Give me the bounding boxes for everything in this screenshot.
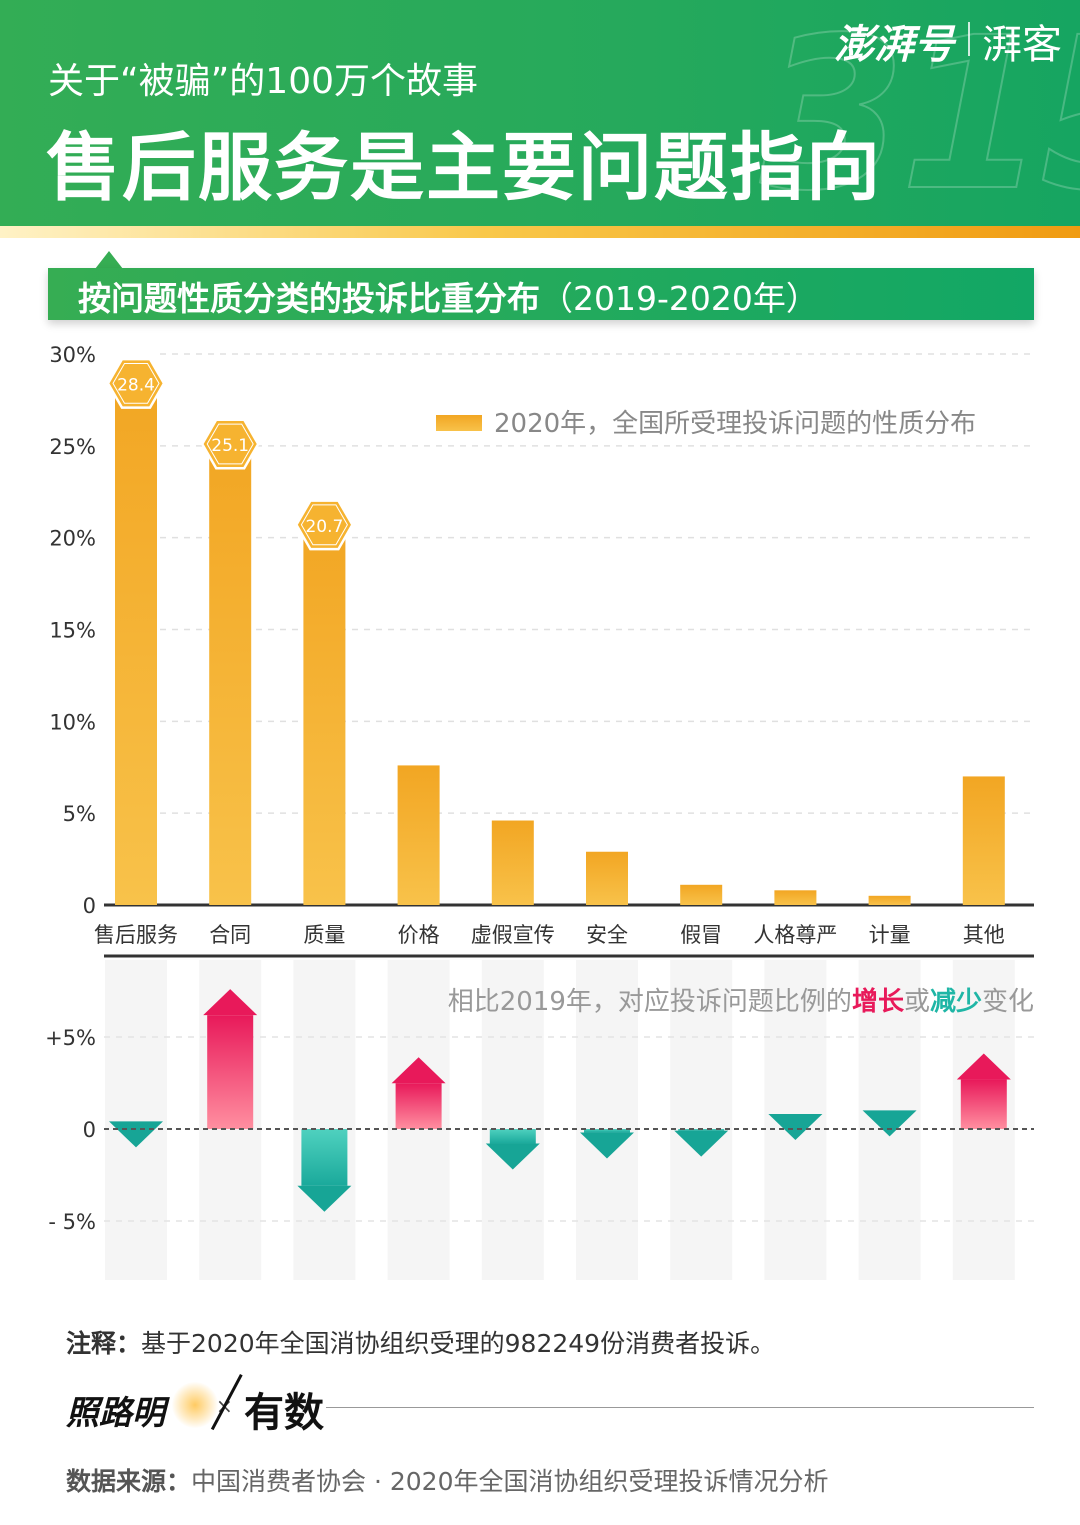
increase-arrowhead (956, 1053, 1011, 1080)
category-label: 售后服务 (94, 923, 178, 947)
y-tick-label-bottom: +5% (45, 1026, 96, 1050)
brand-glow (172, 1382, 218, 1428)
page-subtitle: 关于“被骗”的100万个故事 (48, 61, 479, 102)
decrease-bar (584, 1129, 630, 1133)
data-label-badge (200, 418, 260, 470)
category-label: 合同 (209, 923, 251, 947)
logo-divider (968, 22, 970, 56)
column-band (105, 960, 167, 1280)
category-label: 价格 (398, 923, 440, 947)
change-chart-title-part: 增长 (852, 986, 905, 1017)
category-label: 其他 (963, 923, 1005, 947)
footnote: 注释：基于2020年全国消协组织受理的982249份消费者投诉。 (66, 1324, 775, 1360)
category-label: 安全 (586, 923, 628, 947)
y-tick-label-bottom: 0 (83, 1118, 96, 1142)
data-label-badge-inner (300, 504, 348, 546)
watermark-315: 315 (759, 0, 1080, 228)
footnote-label: 注释： (66, 1329, 142, 1358)
column-band (481, 960, 544, 1280)
section-pointer (95, 251, 123, 269)
y-tick-label-bottom: - 5% (48, 1210, 96, 1234)
category-label: 质量 (303, 923, 345, 947)
column-band (670, 960, 733, 1280)
bar-9 (868, 895, 911, 905)
increase-bar (395, 1083, 442, 1129)
decrease-arrowhead (674, 1130, 729, 1157)
y-tick-label-top: 5% (63, 802, 96, 826)
decrease-bar (489, 1129, 536, 1144)
y-tick-label-top: 15% (49, 619, 96, 643)
section-title-years: （2019-2020年） (540, 279, 819, 318)
logo-primary: 澎湃号 (834, 22, 954, 68)
increase-arrowhead (391, 1057, 446, 1084)
change-chart-title-part: 减少 (930, 987, 982, 1017)
y-tick-label-top: 25% (49, 435, 96, 459)
decrease-arrowhead (485, 1143, 540, 1170)
decrease-arrowhead (862, 1110, 917, 1137)
bar-4 (397, 765, 440, 905)
change-chart-title: 相比2019年，对应投诉问题比例的增长或减少变化 (448, 986, 1034, 1017)
category-label: 计量 (869, 923, 911, 947)
header-banner: 315 关于“被骗”的100万个故事 售后服务是主要问题指向 澎湃号 湃客 (0, 0, 1080, 228)
category-label: 假冒 (680, 923, 722, 947)
decrease-arrowhead (768, 1114, 823, 1141)
decrease-arrowhead (580, 1132, 634, 1159)
change-chart-title-part: 变化 (982, 987, 1034, 1017)
category-label: 人格尊严 (753, 923, 837, 947)
logo-secondary: 湃客 (982, 22, 1062, 68)
data-label: 20.7 (305, 517, 343, 537)
section-title: 按问题性质分类的投诉比重分布（2019-2020年） (78, 272, 819, 320)
section-title-main: 按问题性质分类的投诉比重分布 (78, 279, 540, 318)
data-source-label: 数据来源： (66, 1467, 192, 1496)
bar-6 (586, 851, 628, 905)
column-band (576, 960, 638, 1280)
category-label: 虚假宣传 (471, 923, 555, 947)
y-tick-label-top: 30% (49, 343, 96, 367)
data-label-badge-inner (112, 363, 160, 404)
complaint-chart: 0 5% 10% 15% 20% 25% 30% 售后服务 28.4 合同 25.1 质量 20.7 价格… (45, 343, 1034, 1280)
data-label: 28.4 (117, 375, 155, 395)
brand-zhaoluming: 照路明 (66, 1393, 165, 1432)
y-tick-label-top: 0 (83, 894, 96, 918)
increase-bar (960, 1079, 1007, 1129)
data-label-badge (294, 499, 354, 551)
decrease-arrowhead (297, 1185, 352, 1212)
bar-7 (680, 884, 723, 905)
top-chart: 0 5% 10% 15% 20% 25% 30% 售后服务 28.4 合同 25.1 质量 20.7 价格… (49, 343, 1034, 947)
bottom-chart: - 5% 0 +5% 相比2019年，对应投诉问题比例的增长或减少变化 (45, 954, 1034, 1280)
footer-divider (326, 1407, 1034, 1408)
increase-arrowhead (203, 989, 258, 1016)
change-chart-title-part: 相比2019年，对应投诉问题比例的 (448, 987, 852, 1017)
legend-swatch (436, 415, 482, 431)
data-source: 数据来源：中国消费者协会 · 2020年全国消协组织受理投诉情况分析 (66, 1462, 828, 1498)
column-band (293, 960, 356, 1280)
y-tick-label-top: 20% (49, 527, 96, 551)
bar-2 (209, 443, 252, 905)
change-chart-title-part: 或 (904, 987, 930, 1017)
increase-bar (207, 1015, 254, 1129)
bar-3 (303, 524, 346, 905)
header-accent-bar (0, 226, 1080, 238)
section-bar (48, 268, 1034, 320)
data-label: 25.1 (211, 436, 249, 456)
bar-5 (491, 820, 534, 905)
decrease-arrowhead (109, 1121, 163, 1148)
bar-1 (115, 383, 157, 905)
brand-youshu: 有数 (244, 1389, 324, 1436)
data-label-badge-inner (206, 423, 254, 465)
page-title: 售后服务是主要问题指向 (46, 125, 882, 211)
data-label-badge (106, 357, 166, 409)
decrease-bar (301, 1129, 348, 1186)
y-tick-label-top: 10% (49, 710, 96, 734)
bar-10 (962, 776, 1005, 905)
bar-8 (774, 890, 817, 905)
legend-label: 2020年，全国所受理投诉问题的性质分布 (494, 409, 976, 439)
footnote-text: 基于2020年全国消协组织受理的982249份消费者投诉。 (141, 1329, 776, 1358)
data-source-text: 中国消费者协会 · 2020年全国消协组织受理投诉情况分析 (191, 1467, 829, 1496)
